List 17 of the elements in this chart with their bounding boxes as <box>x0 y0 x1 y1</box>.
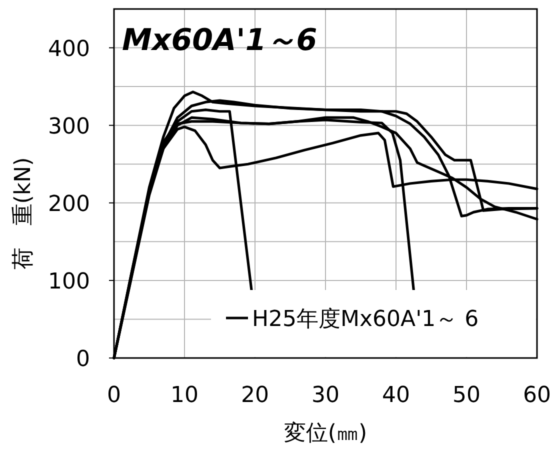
legend-label: H25年度Mx60A'1～ 6 <box>252 307 479 332</box>
x-tick-label: 40 <box>382 383 410 408</box>
x-tick-label: 30 <box>312 383 340 408</box>
text: Mx60A'1～6 <box>122 23 318 58</box>
y-tick-label: 200 <box>48 192 90 217</box>
x-tick-label: 0 <box>107 383 121 408</box>
y-axis-title: 荷 重(kN) <box>11 157 36 270</box>
x-tick-label: 60 <box>523 383 551 408</box>
y-tick-label: 100 <box>48 269 90 294</box>
x-axis-title: 変位(㎜) <box>284 421 368 446</box>
y-tick-label: 300 <box>48 114 90 140</box>
x-tick-label: 20 <box>241 383 269 408</box>
x-tick-label: 10 <box>170 383 198 408</box>
legend: H25年度Mx60A'1～ 6 <box>211 290 536 357</box>
y-tick-label: 0 <box>76 347 90 372</box>
y-tick-label: 400 <box>48 36 90 62</box>
x-tick-label: 50 <box>452 383 480 408</box>
